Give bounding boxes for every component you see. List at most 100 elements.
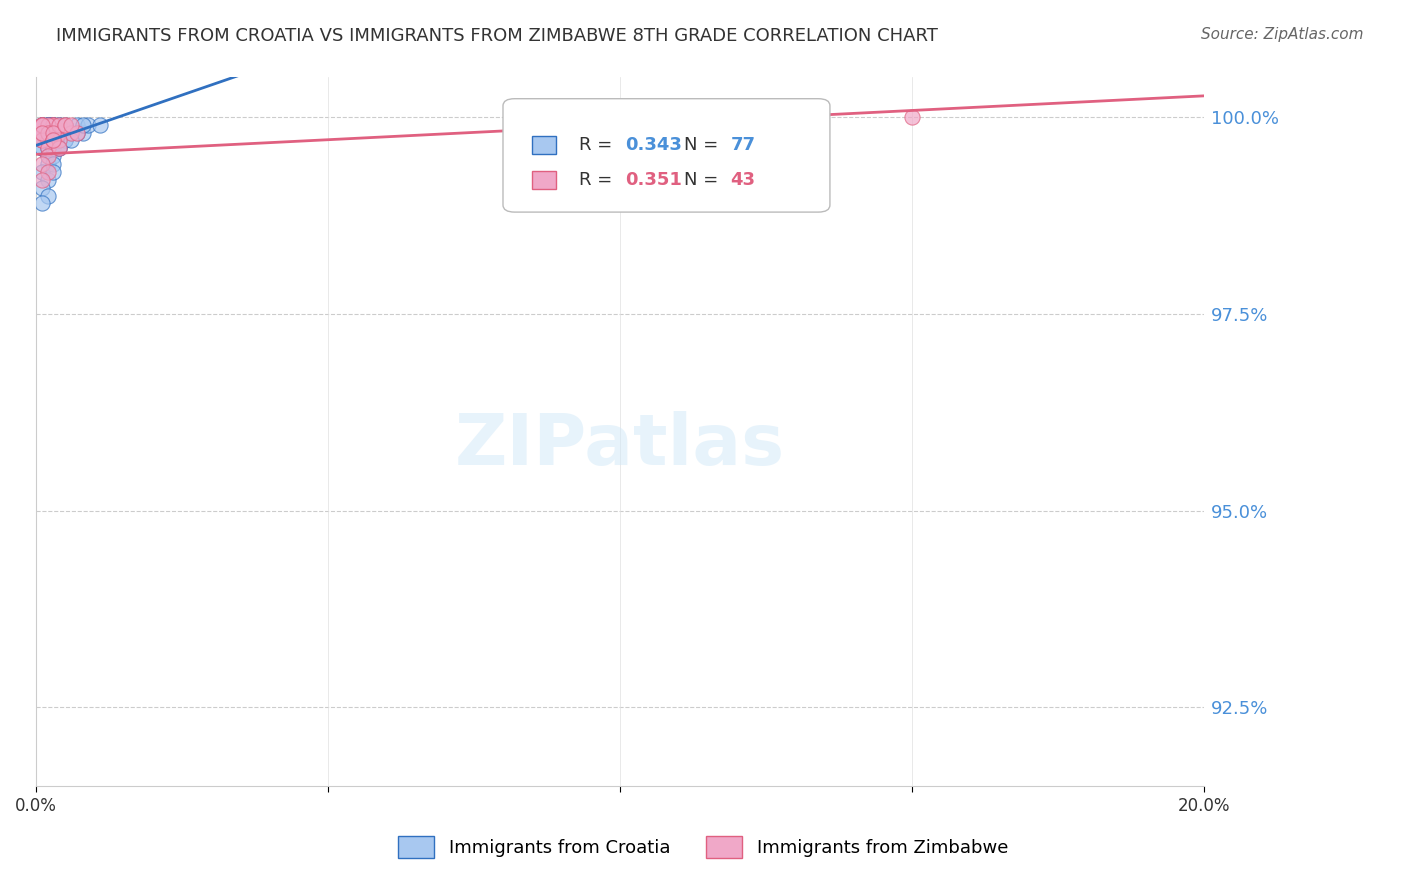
- Point: [37, 126, 59, 140]
- Point: [37, 188, 59, 202]
- Point: [42, 141, 65, 155]
- Point: [31, 133, 53, 147]
- Point: [31, 196, 53, 211]
- Point: [37, 133, 59, 147]
- FancyBboxPatch shape: [533, 136, 555, 153]
- Point: [66, 126, 89, 140]
- Point: [42, 133, 65, 147]
- Point: [37, 118, 59, 132]
- Point: [48, 118, 70, 132]
- Point: [42, 157, 65, 171]
- Text: 0.343: 0.343: [626, 136, 682, 153]
- Point: [66, 118, 89, 132]
- Point: [48, 133, 70, 147]
- Text: ZIPatlas: ZIPatlas: [454, 411, 785, 481]
- Text: 43: 43: [731, 171, 755, 189]
- Point: [42, 133, 65, 147]
- Point: [42, 165, 65, 179]
- Text: Source: ZipAtlas.com: Source: ZipAtlas.com: [1201, 27, 1364, 42]
- Point: [53, 118, 76, 132]
- Point: [53, 126, 76, 140]
- Point: [42, 126, 65, 140]
- Point: [31, 133, 53, 147]
- Point: [31, 118, 53, 132]
- Point: [48, 118, 70, 132]
- Point: [42, 149, 65, 163]
- Point: [37, 126, 59, 140]
- Point: [31, 118, 53, 132]
- Point: [37, 126, 59, 140]
- Point: [59, 126, 82, 140]
- Text: IMMIGRANTS FROM CROATIA VS IMMIGRANTS FROM ZIMBABWE 8TH GRADE CORRELATION CHART: IMMIGRANTS FROM CROATIA VS IMMIGRANTS FR…: [56, 27, 938, 45]
- Point: [48, 133, 70, 147]
- Point: [48, 141, 70, 155]
- Point: [37, 149, 59, 163]
- Point: [37, 118, 59, 132]
- Point: [37, 149, 59, 163]
- Point: [31, 126, 53, 140]
- Point: [31, 126, 53, 140]
- Point: [48, 126, 70, 140]
- Point: [37, 126, 59, 140]
- Point: [31, 118, 53, 132]
- Point: [37, 141, 59, 155]
- Point: [31, 133, 53, 147]
- Text: N =: N =: [683, 171, 724, 189]
- Point: [37, 133, 59, 147]
- Point: [37, 173, 59, 187]
- FancyBboxPatch shape: [503, 99, 830, 212]
- Point: [59, 118, 82, 132]
- Point: [37, 118, 59, 132]
- Point: [42, 133, 65, 147]
- Point: [31, 133, 53, 147]
- Point: [48, 133, 70, 147]
- Point: [31, 173, 53, 187]
- Point: [37, 133, 59, 147]
- Point: [31, 126, 53, 140]
- Point: [42, 118, 65, 132]
- Point: [42, 118, 65, 132]
- Point: [89, 118, 111, 132]
- Point: [37, 818, 59, 832]
- Point: [42, 141, 65, 155]
- Point: [37, 126, 59, 140]
- Text: R =: R =: [579, 171, 617, 189]
- Point: [53, 133, 76, 147]
- Point: [31, 157, 53, 171]
- Text: 77: 77: [731, 136, 755, 153]
- Point: [31, 141, 53, 155]
- Point: [37, 118, 59, 132]
- Point: [31, 141, 53, 155]
- Point: [37, 133, 59, 147]
- Point: [53, 133, 76, 147]
- Point: [31, 126, 53, 140]
- Point: [42, 133, 65, 147]
- Point: [72, 126, 94, 140]
- Point: [31, 180, 53, 194]
- Point: [31, 118, 53, 132]
- Point: [42, 118, 65, 132]
- Point: [31, 126, 53, 140]
- Point: [48, 133, 70, 147]
- Point: [37, 126, 59, 140]
- Point: [42, 126, 65, 140]
- Point: [42, 126, 65, 140]
- Point: [48, 126, 70, 140]
- Point: [31, 133, 53, 147]
- Text: N =: N =: [683, 136, 724, 153]
- Point: [42, 126, 65, 140]
- Point: [66, 126, 89, 140]
- Point: [31, 118, 53, 132]
- Point: [48, 141, 70, 155]
- Point: [59, 126, 82, 140]
- Point: [42, 133, 65, 147]
- Point: [31, 126, 53, 140]
- Point: [48, 126, 70, 140]
- Point: [42, 133, 65, 147]
- Point: [37, 133, 59, 147]
- Point: [31, 165, 53, 179]
- Point: [31, 126, 53, 140]
- Point: [42, 126, 65, 140]
- Point: [550, 118, 572, 132]
- Point: [42, 118, 65, 132]
